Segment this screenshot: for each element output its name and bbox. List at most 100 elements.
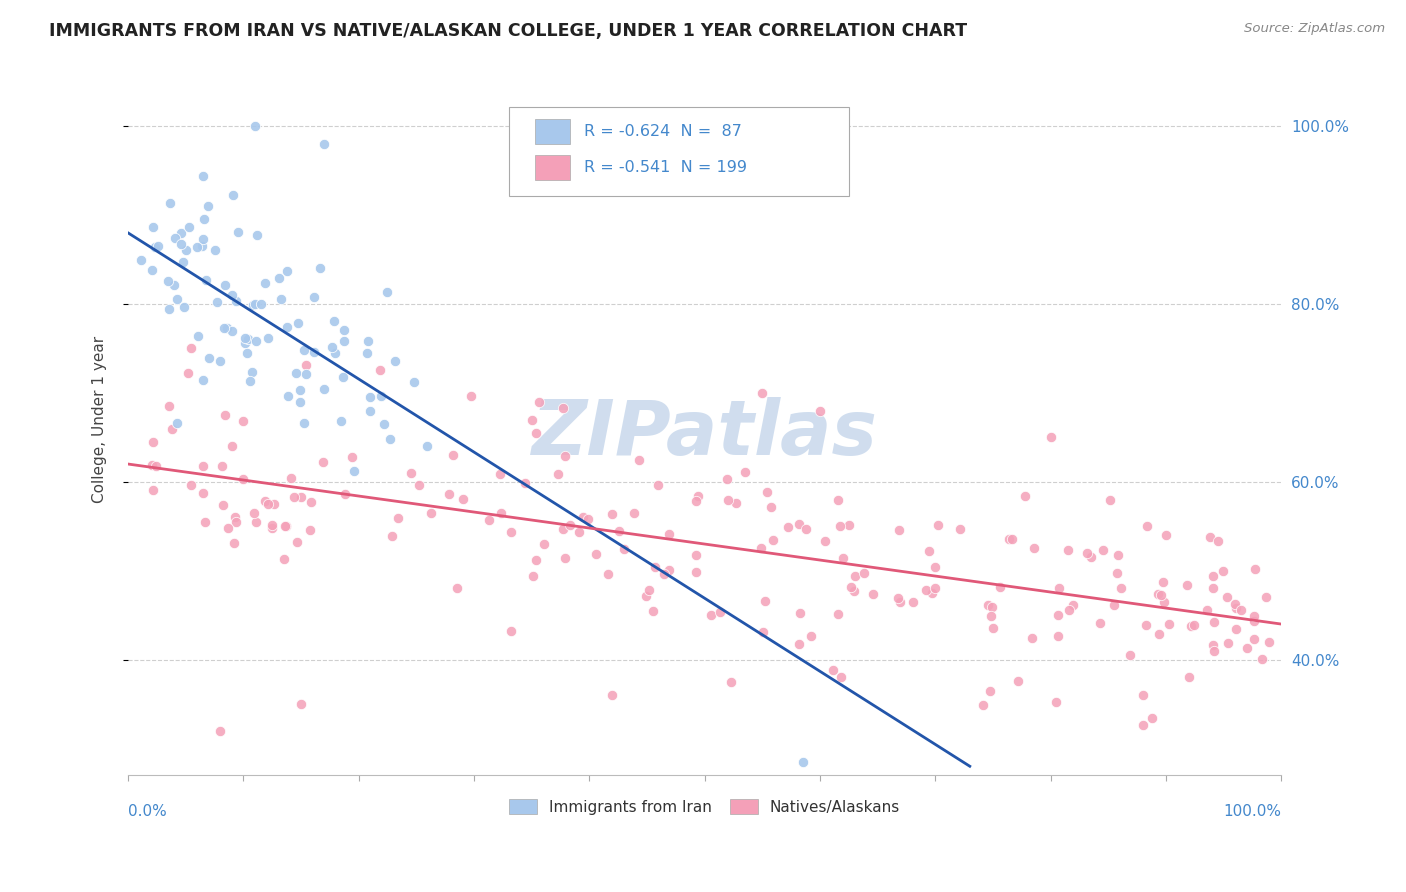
Point [221,324,243,338]
Point [208,354,231,368]
Point [981,600,1004,615]
Point [852,566,875,581]
Point [239,374,262,388]
Point [1021,631,1043,645]
Point [166,292,188,306]
Point [212,498,235,512]
Point [1250,651,1272,665]
Point [491,506,513,520]
Point [520,412,543,426]
Point [221,440,243,454]
Point [749,541,772,555]
Point [821,663,844,677]
Point [204,243,226,257]
Point [312,383,335,397]
Point [637,582,659,597]
Point [524,426,547,441]
Point [917,544,939,558]
Point [197,199,219,213]
Point [163,231,186,245]
Point [356,334,378,348]
Point [981,621,1004,635]
Point [141,483,163,497]
Point [284,366,307,380]
Point [141,262,163,277]
Point [636,589,658,603]
Point [1244,562,1267,576]
Point [195,273,218,287]
Point [245,334,267,349]
Point [170,227,193,241]
Point [243,296,266,310]
Point [186,240,208,254]
Point [302,290,325,304]
Point [499,525,522,540]
Point [1258,635,1281,649]
Point [887,524,910,538]
Point [217,521,239,535]
Point [685,494,707,508]
Point [752,624,775,639]
Point [159,399,181,413]
Point [236,346,259,360]
Point [378,432,401,446]
Point [887,591,910,605]
Point [949,522,972,536]
Point [131,253,153,268]
Point [838,518,860,533]
Point [173,300,195,314]
Point [844,569,866,583]
Point [193,372,215,386]
Point [524,553,547,567]
Point [924,582,946,596]
Point [159,195,181,210]
Point [250,296,273,310]
Point [1154,528,1177,542]
Point [734,466,756,480]
Point [685,565,707,579]
Point [522,569,544,583]
Text: ZIPatlas: ZIPatlas [531,397,877,471]
Point [598,566,620,581]
Point [489,467,512,481]
Point [1202,615,1225,629]
Point [263,498,285,512]
Point [924,560,946,574]
Point [221,288,243,302]
Point [1201,569,1223,583]
Point [356,346,378,360]
Point [716,493,738,508]
Point [240,365,263,379]
Point [977,598,1000,612]
FancyBboxPatch shape [509,107,849,195]
Point [1202,643,1225,657]
FancyBboxPatch shape [536,120,569,144]
Point [759,500,782,515]
Point [1197,603,1219,617]
Point [751,386,773,401]
Point [831,551,853,566]
Point [1080,550,1102,565]
Point [554,450,576,464]
Point [232,414,254,428]
Point [568,524,591,539]
Point [290,490,312,504]
Point [298,524,321,538]
Point [551,401,574,416]
Point [323,346,346,360]
Point [180,342,202,356]
Point [148,239,170,253]
Point [225,293,247,308]
Point [1047,581,1070,595]
Point [607,524,630,538]
Point [997,532,1019,546]
Point [359,390,381,404]
Point [1216,636,1239,650]
Point [1091,543,1114,558]
Point [1150,588,1173,602]
Point [830,518,852,533]
Point [290,697,312,711]
Point [1001,532,1024,546]
Point [416,439,439,453]
Point [157,301,180,316]
